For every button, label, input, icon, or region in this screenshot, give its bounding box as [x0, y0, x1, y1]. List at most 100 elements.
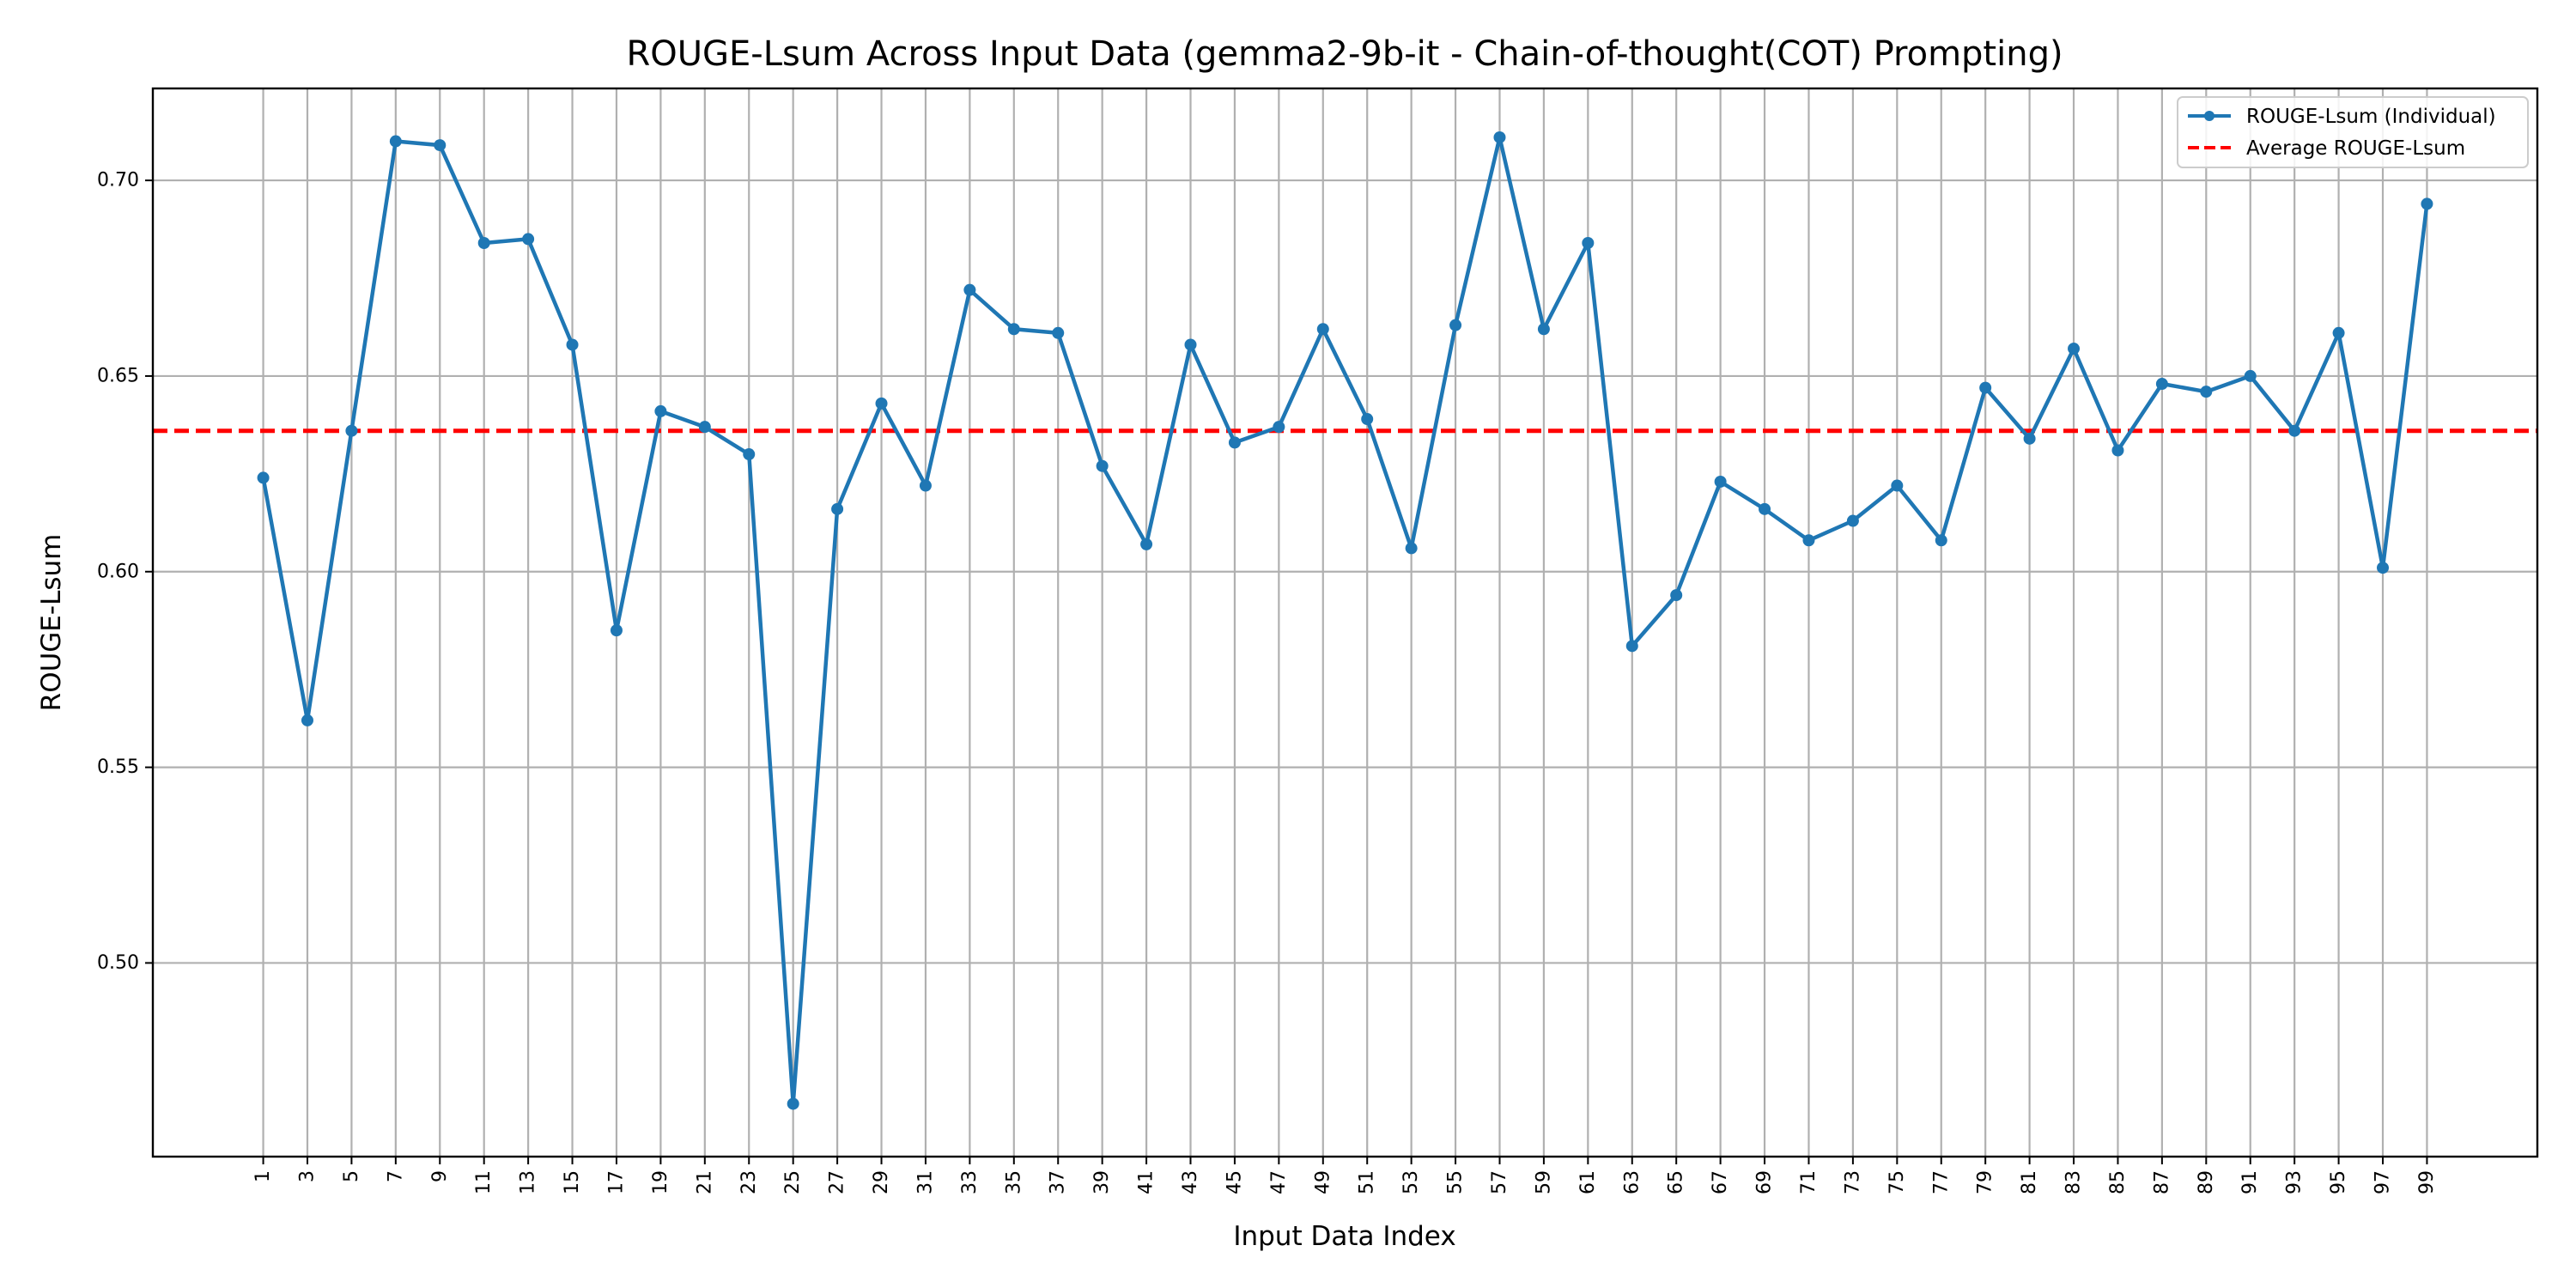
- x-tick-label: 63: [1621, 1170, 1643, 1194]
- data-point: [434, 139, 447, 152]
- x-tick-label: 87: [2151, 1170, 2172, 1194]
- x-tick-label: 33: [959, 1170, 981, 1194]
- data-point: [301, 714, 313, 726]
- x-tick-label: 39: [1091, 1170, 1113, 1194]
- data-point: [2377, 562, 2390, 574]
- data-point: [2332, 326, 2345, 339]
- x-tick-label: 41: [1136, 1170, 1157, 1194]
- data-point: [1184, 338, 1197, 351]
- data-point: [389, 135, 402, 148]
- x-tick-label: 9: [429, 1170, 451, 1182]
- data-point: [2023, 432, 2036, 445]
- data-point: [831, 502, 844, 515]
- x-tick-label: 95: [2328, 1170, 2349, 1194]
- data-point: [1625, 640, 1638, 653]
- series-line-individual: [261, 135, 2429, 1106]
- data-point: [522, 233, 535, 246]
- data-point: [1802, 534, 1815, 547]
- data-point: [1935, 534, 1947, 547]
- data-point: [566, 338, 579, 351]
- x-tick-label: 77: [1930, 1170, 1952, 1194]
- data-point: [919, 479, 932, 492]
- data-point: [2068, 343, 2081, 355]
- x-tick-label: 73: [1842, 1170, 1863, 1194]
- data-point: [787, 1097, 799, 1110]
- y-axis-label: ROUGE-Lsum: [36, 534, 67, 712]
- data-point: [698, 421, 711, 434]
- data-point: [1316, 323, 1329, 336]
- x-tick-label: 49: [1312, 1170, 1334, 1194]
- x-tick-label: 89: [2196, 1170, 2217, 1194]
- x-tick-label: 55: [1445, 1170, 1467, 1194]
- legend-label-average: Average ROUGE-Lsum: [2246, 137, 2465, 160]
- x-tick-label: 61: [1577, 1170, 1599, 1194]
- x-tick-label: 57: [1489, 1170, 1510, 1194]
- x-tick-label: 27: [827, 1170, 848, 1194]
- data-point: [1537, 323, 1550, 336]
- x-tick-label: 81: [2019, 1170, 2040, 1194]
- x-tick-label: 83: [2063, 1170, 2085, 1194]
- x-tick-label: 51: [1357, 1170, 1378, 1194]
- x-tick-label: 67: [1710, 1170, 1731, 1194]
- data-point: [1493, 131, 1506, 143]
- x-tick-label: 5: [341, 1170, 362, 1182]
- data-point: [1582, 236, 1595, 249]
- x-tick-label: 1: [252, 1170, 274, 1182]
- x-tick-label: 85: [2107, 1170, 2129, 1194]
- x-tick-label: 25: [782, 1170, 804, 1194]
- data-point: [1361, 413, 1374, 426]
- x-tick-label: 11: [473, 1170, 495, 1194]
- data-point: [610, 624, 623, 637]
- legend: ROUGE-Lsum (Individual) Average ROUGE-Ls…: [2177, 96, 2529, 168]
- data-point: [477, 236, 490, 249]
- legend-marker-individual: [2204, 111, 2215, 121]
- legend-label-individual: ROUGE-Lsum (Individual): [2246, 106, 2496, 128]
- x-tick-label: 71: [1798, 1170, 1820, 1194]
- data-point: [1759, 502, 1771, 515]
- data-point: [2288, 424, 2301, 437]
- data-point: [1096, 459, 1109, 472]
- x-tick-label: 79: [1975, 1170, 1996, 1194]
- x-axis-label: Input Data Index: [1233, 1221, 1455, 1252]
- data-point: [2155, 378, 2168, 391]
- x-tick-label: 19: [650, 1170, 671, 1194]
- data-point: [1449, 319, 1462, 331]
- y-axis-ticks: 0.50 0.55 0.60 0.65 0.70: [97, 170, 153, 974]
- y-tick-label: 0.55: [97, 756, 139, 778]
- x-tick-label: 43: [1180, 1170, 1201, 1194]
- data-point: [345, 424, 358, 437]
- data-point: [1979, 381, 1992, 394]
- data-point: [1891, 479, 1904, 492]
- x-tick-label: 13: [518, 1170, 539, 1194]
- x-tick-label: 47: [1268, 1170, 1290, 1194]
- data-point: [1052, 326, 1065, 339]
- x-tick-label: 17: [605, 1170, 627, 1194]
- x-tick-label: 29: [871, 1170, 892, 1194]
- data-point: [1273, 421, 1285, 434]
- x-tick-label: 69: [1754, 1170, 1776, 1194]
- data-point: [1670, 589, 1683, 602]
- chart-title: ROUGE-Lsum Across Input Data (gemma2-9b-…: [626, 34, 2063, 74]
- data-point: [875, 397, 888, 410]
- data-point: [743, 448, 756, 461]
- x-tick-label: 15: [562, 1170, 583, 1194]
- data-point: [2200, 386, 2213, 398]
- data-point: [963, 283, 976, 296]
- x-tick-label: 65: [1666, 1170, 1687, 1194]
- data-point: [2111, 444, 2124, 457]
- y-tick-label: 0.65: [97, 365, 139, 386]
- legend-box: [2177, 96, 2529, 168]
- x-tick-label: 31: [914, 1170, 936, 1194]
- data-point: [1405, 542, 1418, 555]
- x-tick-label: 53: [1400, 1170, 1422, 1194]
- y-tick-label: 0.50: [97, 952, 139, 974]
- data-point: [1228, 436, 1241, 449]
- x-tick-label: 91: [2239, 1170, 2261, 1194]
- grid-layer: [153, 88, 2537, 1157]
- plot-frame: [151, 87, 2539, 1158]
- x-tick-label: 23: [738, 1170, 760, 1194]
- x-tick-label: 21: [694, 1170, 715, 1194]
- x-tick-label: 97: [2372, 1170, 2394, 1194]
